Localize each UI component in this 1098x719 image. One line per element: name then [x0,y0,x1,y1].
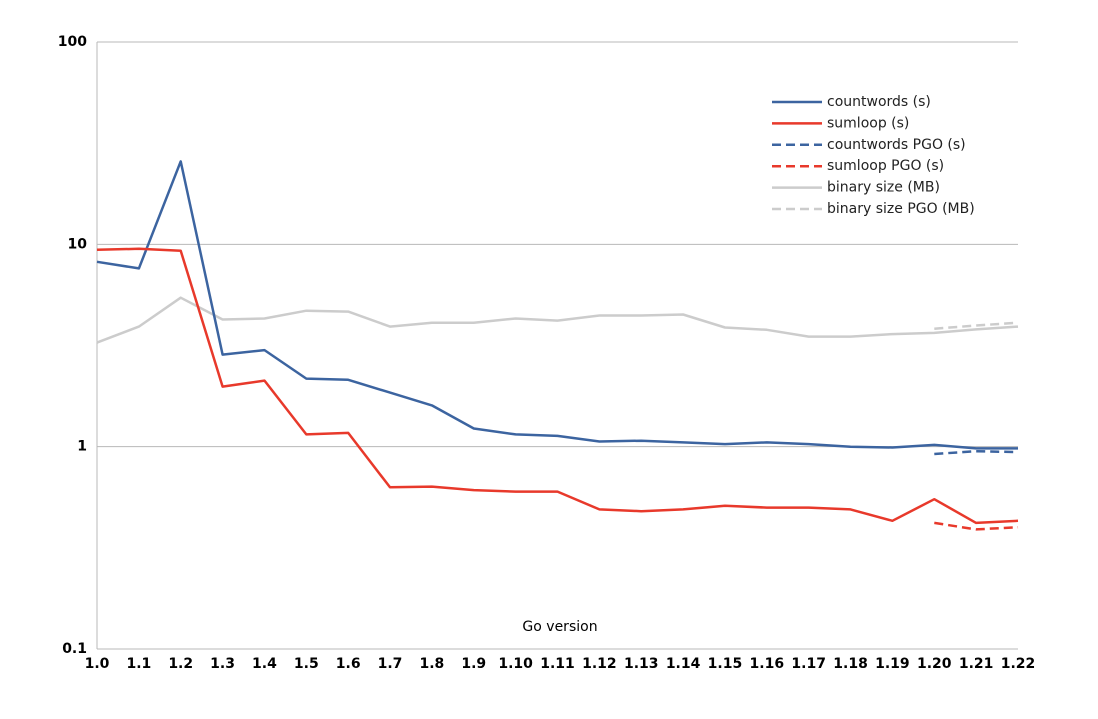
y-tick-label: 0.1 [62,641,87,657]
legend-label: sumloop PGO (s) [827,158,944,174]
x-tick-label: 1.18 [833,656,868,672]
x-tick-label: 1.0 [85,656,110,672]
series-line [934,521,1019,531]
x-tick-label: 1.15 [708,656,743,672]
y-tick-label: 100 [58,34,87,50]
x-tick-label: 1.17 [791,656,826,672]
series-line [96,296,1019,344]
x-tick-label: 1.13 [624,656,659,672]
x-tick-label: 1.12 [582,656,617,672]
series-line [96,247,1019,525]
x-tick-label: 1.20 [917,656,952,672]
x-tick-label: 1.7 [378,656,403,672]
x-tick-label: 1.22 [1001,656,1036,672]
x-tick-label: 1.8 [420,656,445,672]
x-tick-label: 1.16 [750,656,785,672]
x-tick-label: 1.10 [498,656,533,672]
legend-label: countwords PGO (s) [827,137,966,153]
x-tick-label: 1.11 [540,656,575,672]
x-tick-label: 1.4 [252,656,277,672]
x-tick-label: 1.19 [875,656,910,672]
x-tick-label: 1.9 [461,656,486,672]
x-tick-label: 1.3 [210,656,235,672]
x-tick-label: 1.5 [294,656,319,672]
y-tick-label: 10 [68,236,88,252]
y-tick-label: 1 [77,439,87,455]
x-tick-label: 1.2 [168,656,193,672]
series-line [96,160,1018,450]
legend-label: binary size PGO (MB) [827,201,975,217]
x-tick-label: 1.1 [126,656,151,672]
legend-label: sumloop (s) [827,115,909,131]
x-tick-label: 1.6 [336,656,361,672]
x-tick-label: 1.21 [959,656,994,672]
legend-label: countwords (s) [827,94,931,110]
legend-label: binary size (MB) [827,180,940,196]
x-axis-label: Go version [522,619,597,635]
x-tick-label: 1.14 [666,656,701,672]
